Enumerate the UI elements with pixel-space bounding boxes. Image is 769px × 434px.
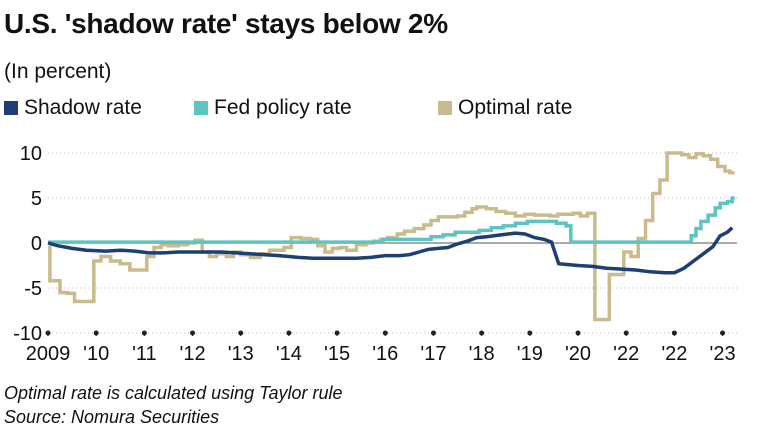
legend-swatch-optimal-rate [438,101,452,115]
x-tick-label: '10 [83,343,109,365]
x-tick-label: '20 [565,343,591,365]
x-tick-dot [430,330,436,336]
x-tick-label: '19 [517,343,543,365]
x-tick-dot [286,330,292,336]
legend-swatch-shadow-rate [4,101,18,115]
legend-swatch-fed-policy-rate [194,101,208,115]
chart-source: Source: Nomura Securities [4,407,220,427]
x-tick-dot [671,330,677,336]
chart-note: Optimal rate is calculated using Taylor … [4,383,343,403]
x-tick-label: '22 [613,343,639,365]
x-tick-label: '18 [469,343,495,365]
x-tick-label: '13 [228,343,254,365]
legend-item-shadow-rate: Shadow rate [4,96,142,120]
series-line-shadow-rate [47,226,734,275]
x-tick-dot [45,330,51,336]
y-tick-label: -10 [13,323,42,345]
y-tick-label: 5 [31,188,42,210]
y-tick-label: 10 [20,143,42,165]
legend-label-optimal-rate: Optimal rate [458,96,573,119]
x-tick-dot [575,330,581,336]
legend-item-optimal-rate: Optimal rate [438,96,572,120]
legend-label-fed-policy-rate: Fed policy rate [214,96,352,119]
x-tick-dot [479,330,485,336]
x-tick-label: '16 [372,343,398,365]
x-tick-dot [238,330,244,336]
x-tick-dot [720,330,726,336]
x-tick-dot [141,330,147,336]
legend-item-fed-policy-rate: Fed policy rate [194,96,352,120]
x-tick-dot [334,330,340,336]
chart-subtitle: (In percent) [4,60,112,83]
x-tick-label: 2009 [26,343,71,365]
x-tick-label: '12 [180,343,206,365]
y-tick-label: -5 [24,278,42,300]
x-tick-dot [382,330,388,336]
x-tick-label: '14 [276,343,302,365]
x-tick-label: '15 [324,343,350,365]
series-line-optimal-rate [48,151,735,322]
x-tick-dot [623,330,629,336]
x-tick-label: '23 [710,343,736,365]
x-tick-dot [93,330,99,336]
x-tick-dot [527,330,533,336]
y-tick-label: 0 [31,233,42,255]
x-tick-label: '11 [132,343,157,365]
x-tick-label: '22 [661,343,687,365]
chart-title: U.S. 'shadow rate' stays below 2% [4,8,448,39]
x-tick-dot [190,330,196,336]
series-line-fed-policy-rate [48,196,735,244]
x-tick-label: '17 [420,343,446,365]
legend-label-shadow-rate: Shadow rate [24,96,142,119]
